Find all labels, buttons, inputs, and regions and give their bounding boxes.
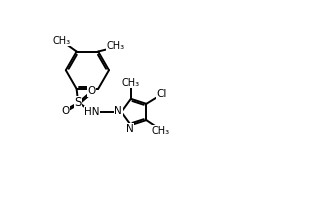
Text: HN: HN bbox=[84, 107, 100, 117]
Text: CH₃: CH₃ bbox=[106, 41, 124, 51]
Text: N: N bbox=[114, 106, 122, 116]
Text: O: O bbox=[61, 106, 69, 116]
Text: CH₃: CH₃ bbox=[53, 36, 71, 46]
Text: CH₃: CH₃ bbox=[122, 78, 140, 88]
Text: Cl: Cl bbox=[156, 89, 167, 99]
Text: CH₃: CH₃ bbox=[152, 126, 170, 136]
Text: S: S bbox=[74, 96, 82, 109]
Text: N: N bbox=[126, 124, 134, 134]
Text: O: O bbox=[87, 86, 95, 96]
